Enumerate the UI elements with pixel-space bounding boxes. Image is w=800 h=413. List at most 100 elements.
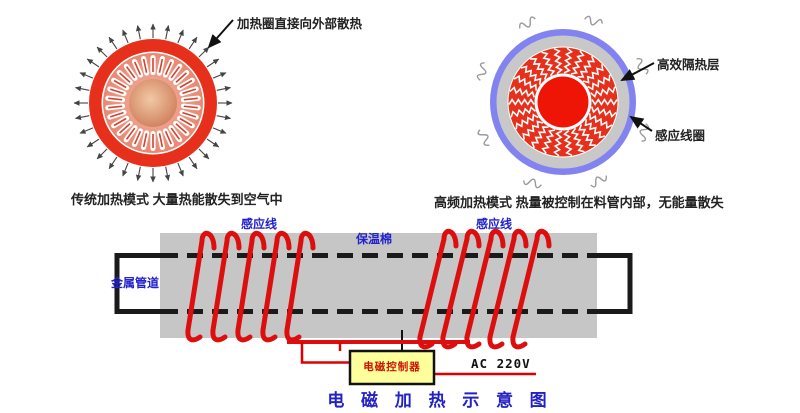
heat-arrow [86,138,100,148]
winding-zigzag [520,65,542,85]
winding-zigzags [508,47,618,157]
winding-slot [105,95,126,103]
coil-loop [185,230,217,343]
heat-arrow [74,85,90,92]
winding-slot [150,131,156,151]
traditional-heater-diagram [73,23,233,183]
winding-slot [131,58,144,78]
winding-slot [111,77,130,91]
heat-arrow [206,138,220,148]
winding-zigzag [563,47,573,74]
heat-arrow [74,114,90,121]
right-caption: 高频加热模式 热量被控制在料管内部，无能量散失 [434,195,724,210]
winding-zigzag [589,113,613,130]
winding-slot [180,95,201,103]
winding-slot [162,128,175,148]
coil-loop [235,230,267,343]
field-squiggle [477,129,490,146]
heat-arrow [212,72,227,79]
winding-zigzag [578,124,596,147]
winding-slot [140,130,150,151]
field-squiggle [584,15,603,26]
insulation-layer-label: 高效隔热层 [657,58,720,72]
winding-zigzag [553,130,563,157]
heat-arrow [108,36,118,50]
heat-arrow [177,162,184,177]
winding-zigzag [541,129,556,154]
heat-arrow [86,58,100,68]
winding-slot [168,125,183,143]
induction-wire-label-left: 感应线 [241,217,278,231]
coil-loop [417,228,459,350]
heat-arrow [188,156,198,170]
pipe-right-end [596,253,633,314]
coil-loop [210,230,242,343]
callout-arrow-insulation-layer [620,62,655,81]
winding-slot [111,115,130,129]
heat-arrow [79,72,94,79]
coil-loop [464,228,506,350]
winding-zigzag [570,127,585,153]
winding-slot [162,58,175,78]
winding-slot [173,120,190,136]
winding-zigzag [513,74,537,91]
field-squiggle [590,175,607,188]
winding-slot [123,63,138,81]
winding-zigzag [577,55,596,78]
controller-box [348,349,436,386]
induction-coil-wiring [185,228,552,376]
induction-coil-label: 感应线圈 [655,129,706,143]
winding-slot [140,55,150,76]
ac-power-label: AC 220V [471,356,531,371]
heat-arrow [96,46,108,58]
controller-feed-wire-a [300,342,350,364]
insulation-cotton-label: 保温棉 [356,232,393,246]
winding-slot [168,63,183,81]
coil-loop [284,230,316,343]
coil-loop [510,228,552,350]
winding-slot [156,130,166,151]
heater-core [129,79,177,127]
winding-slot [116,120,133,136]
heat-arrow [216,114,232,121]
winding-zigzag [530,126,549,149]
heat-arrow [188,36,198,50]
winding-zigzag [515,113,539,130]
heat-arrow [212,127,227,134]
induction-wire-label-right: 感应线 [476,217,513,231]
heat-arrow [206,58,220,68]
heat-arrow [216,85,232,92]
field-squiggle [519,16,536,29]
winding-zigzag [541,51,556,77]
coil-group-right [417,228,552,350]
metal-pipe-label: 金属管道 [111,276,160,290]
heater-ring-callout-label: 加热圈直接向外部散热 [237,17,363,31]
winding-zigzag [508,98,535,106]
winding-slot [176,77,195,91]
winding-zigzag [590,86,616,99]
winding-zigzag [553,47,563,75]
winding-slot [116,70,133,86]
field-squiggle [636,58,649,75]
coil-loop [440,228,482,350]
winding-zigzag [570,50,585,75]
winding-slot [176,115,195,129]
winding-slot [107,109,127,120]
heat-arrow [177,29,184,44]
winding-zigzag [587,74,611,91]
heat-arrow [122,162,129,177]
coil-loop [487,228,529,350]
left-caption: 传统加热模式 大量热能散失到空气中 [71,192,283,207]
heat-arrow [108,156,118,170]
winding-slot [123,125,138,143]
winding-zigzag [584,119,606,139]
pipe-left-end [114,253,162,314]
winding-zigzag [510,105,536,118]
heat-arrow [122,29,129,44]
heat-arrow [96,148,108,160]
winding-slot [180,103,201,111]
winding-zigzag [582,64,604,84]
heat-arrow [164,166,171,182]
